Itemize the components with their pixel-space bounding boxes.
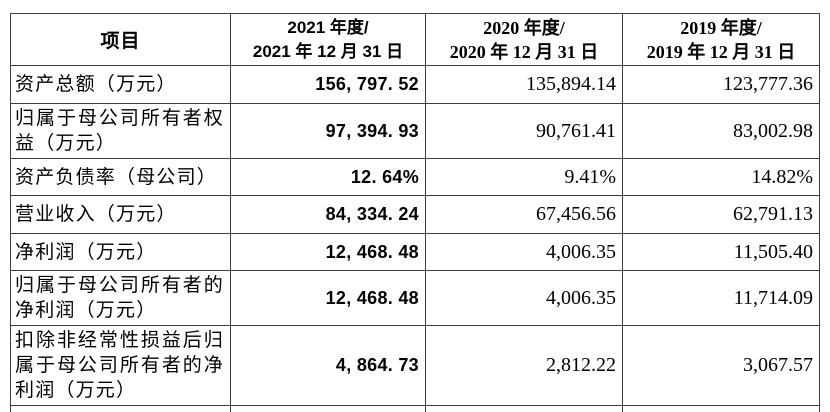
column-header-item: 项目 (10, 13, 231, 66)
row-item-label: 归属于母公司所有者的净利润（万元） (10, 270, 231, 326)
value-2020: 2,812.22 (425, 325, 623, 406)
table-row-parent-equity: 归属于母公司所有者权益（万元） 97, 394. 93 90,761.41 83… (10, 103, 820, 159)
value-2020: 135,894.14 (425, 65, 623, 104)
period-line2: 2019 年 12 月 31 日 (646, 41, 796, 62)
table-row-net-profit: 净利润（万元） 12, 468. 48 4,006.35 11,505.40 (10, 233, 820, 271)
row-item-label: 净利润（万元） (10, 233, 231, 271)
value-2019 (622, 405, 820, 412)
value-2019: 123,777.36 (622, 65, 820, 104)
value-2021: 12, 468. 48 (230, 270, 426, 326)
value-2019: 83,002.98 (622, 103, 820, 159)
value-2019: 14.82% (622, 158, 820, 196)
value-2019: 62,791.13 (622, 195, 820, 234)
table-row-net-profit-excl-nonrecurring: 扣除非经常性损益后归属于母公司所有者的净利润（万元） 4, 864. 73 2,… (10, 325, 820, 406)
value-2021 (230, 405, 426, 412)
period-line1: 2020 年度/ (483, 17, 565, 38)
table-row-debt-ratio: 资产负债率（母公司） 12. 64% 9.41% 14.82% (10, 158, 820, 196)
row-item-label: 资产负债率（母公司） (10, 158, 231, 196)
column-header-2019: 2019 年度/ 2019 年 12 月 31 日 (622, 13, 820, 66)
value-2020: 4,006.35 (425, 233, 623, 271)
value-2020: 4,006.35 (425, 270, 623, 326)
value-2021: 12, 468. 48 (230, 233, 426, 271)
period-line2: 2021 年 12 月 31 日 (252, 41, 404, 61)
value-2020: 90,761.41 (425, 103, 623, 159)
row-item-label: 归属于母公司所有者权益（万元） (10, 103, 231, 159)
row-item-label: 扣除非经常性损益后归属于母公司所有者的净利润（万元） (10, 325, 231, 406)
financial-summary-table: 项目 2021 年度/ 2021 年 12 月 31 日 2020 年度/ 20… (10, 13, 820, 412)
value-2021: 84, 334. 24 (230, 195, 426, 234)
value-2020: 67,456.56 (425, 195, 623, 234)
value-2019: 3,067.57 (622, 325, 820, 406)
row-item-label: 资产总额（万元） (10, 65, 231, 104)
table-row-total-assets: 资产总额（万元） 156, 797. 52 135,894.14 123,777… (10, 65, 820, 104)
period-line1: 2021 年度/ (287, 17, 369, 37)
value-2021: 97, 394. 93 (230, 103, 426, 159)
value-2020: 9.41% (425, 158, 623, 196)
value-2019: 11,714.09 (622, 270, 820, 326)
value-2021: 4, 864. 73 (230, 325, 426, 406)
column-header-2021: 2021 年度/ 2021 年 12 月 31 日 (230, 13, 426, 66)
value-2019: 11,505.40 (622, 233, 820, 271)
table-row-clipped (10, 405, 820, 412)
period-line1: 2019 年度/ (680, 17, 762, 38)
value-2020 (425, 405, 623, 412)
row-item-label (10, 405, 231, 412)
table-row-revenue: 营业收入（万元） 84, 334. 24 67,456.56 62,791.13 (10, 195, 820, 234)
header-row: 项目 2021 年度/ 2021 年 12 月 31 日 2020 年度/ 20… (10, 13, 820, 66)
value-2021: 12. 64% (230, 158, 426, 196)
period-line2: 2020 年 12 月 31 日 (449, 41, 599, 62)
row-item-label: 营业收入（万元） (10, 195, 231, 234)
column-header-2020: 2020 年度/ 2020 年 12 月 31 日 (425, 13, 623, 66)
table-row-parent-net-profit: 归属于母公司所有者的净利润（万元） 12, 468. 48 4,006.35 1… (10, 270, 820, 326)
value-2021: 156, 797. 52 (230, 65, 426, 104)
